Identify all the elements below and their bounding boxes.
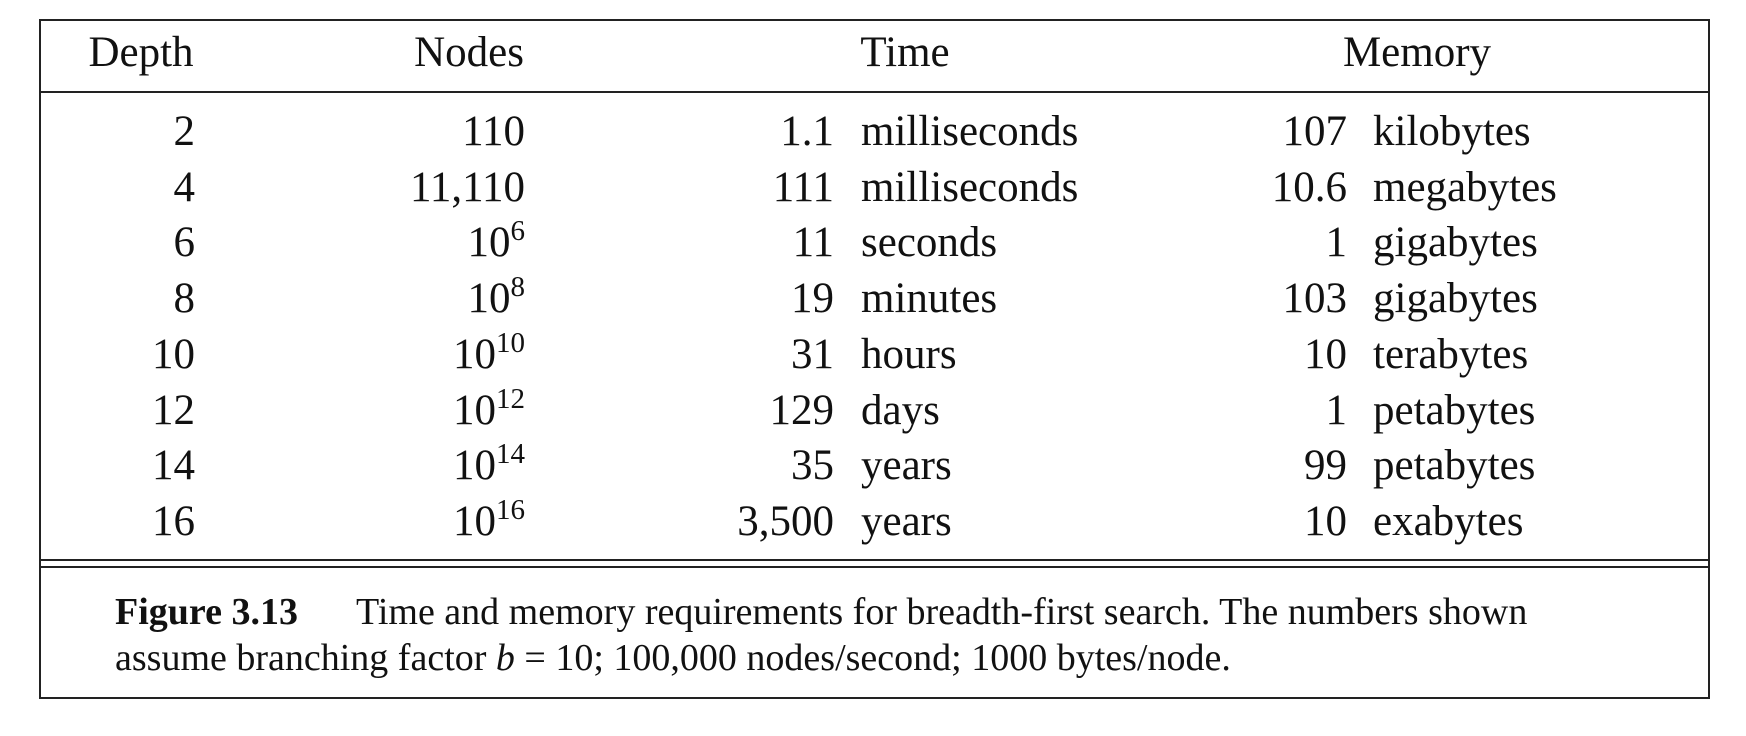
memory-unit-cell: exabytes [1373, 497, 1524, 545]
table-frame [39, 19, 1710, 699]
time-value-cell: 1.1 [780, 108, 834, 155]
time-value-cell: 31 [791, 330, 834, 378]
header-rule [39, 91, 1710, 93]
power-base: 10 [453, 330, 496, 378]
time-value-cell: 3,500 [737, 497, 834, 545]
memory-value-cell: 10 [1304, 497, 1347, 545]
time-unit-cell: years [861, 442, 952, 490]
caption-variable: b [495, 637, 515, 679]
time-value-cell: 111 [772, 163, 834, 211]
power-base: 10 [467, 275, 511, 323]
nodes-cell: 108 [467, 271, 526, 324]
memory-unit-cell: gigabytes [1373, 219, 1538, 267]
depth-cell: 8 [173, 275, 196, 323]
nodes-cell: 11,110 [409, 163, 525, 211]
depth-cell: 4 [173, 163, 196, 211]
power-base: 10 [453, 442, 496, 490]
depth-cell: 6 [173, 219, 196, 267]
time-unit-cell: minutes [861, 275, 998, 323]
time-value-cell: 11 [792, 219, 834, 267]
power-exponent: 12 [496, 382, 525, 415]
memory-unit-cell: petabytes [1373, 386, 1536, 434]
time-unit-cell: seconds [861, 219, 998, 267]
memory-value-cell: 1 [1325, 219, 1348, 267]
nodes-cell: 106 [467, 215, 526, 268]
memory-value-cell: 107 [1282, 108, 1348, 155]
power-exponent: 8 [510, 271, 526, 304]
column-header: Depth [88, 29, 194, 76]
memory-unit-cell: petabytes [1373, 442, 1536, 490]
power-base: 10 [467, 219, 511, 267]
double-rule-top [39, 559, 1710, 561]
time-value-cell: 129 [769, 386, 835, 434]
memory-unit-cell: terabytes [1373, 330, 1529, 378]
column-header: Nodes [414, 29, 524, 76]
nodes-cell: 1012 [453, 382, 525, 436]
power-exponent: 14 [496, 438, 525, 471]
memory-value-cell: 1 [1325, 386, 1348, 434]
caption-line-2: assume branching factor b = 10; 100,000 … [115, 635, 1231, 681]
time-unit-cell: milliseconds [861, 163, 1079, 211]
power-exponent: 6 [510, 215, 526, 248]
time-unit-cell: milliseconds [861, 108, 1079, 155]
nodes-cell: 1010 [453, 326, 525, 380]
nodes-cell: 1016 [453, 493, 525, 547]
memory-unit-cell: kilobytes [1373, 108, 1531, 155]
power-exponent: 16 [496, 493, 525, 526]
memory-value-cell: 103 [1282, 275, 1348, 323]
time-unit-cell: years [861, 497, 952, 545]
double-rule-bottom [39, 566, 1710, 568]
caption-text: Time and memory requirements for breadth… [355, 591, 1528, 633]
nodes-cell: 1014 [453, 438, 525, 491]
memory-value-cell: 99 [1304, 442, 1347, 490]
time-unit-cell: days [861, 386, 940, 434]
memory-unit-cell: megabytes [1373, 163, 1557, 211]
caption-text: assume branching factor [115, 637, 496, 679]
time-value-cell: 35 [791, 442, 834, 490]
memory-value-cell: 10 [1304, 330, 1347, 378]
time-value-cell: 19 [791, 275, 834, 323]
column-header: Time [860, 29, 950, 76]
caption-label: Figure 3.13 [115, 591, 298, 633]
power-exponent: 10 [496, 326, 525, 359]
nodes-cell: 110 [462, 108, 525, 155]
caption-text: = 10; 100,000 nodes/second; 1000 bytes/n… [514, 637, 1231, 679]
depth-cell: 12 [152, 386, 195, 434]
power-base: 10 [453, 497, 496, 545]
time-unit-cell: hours [861, 330, 957, 378]
power-base: 10 [453, 386, 496, 434]
depth-cell: 10 [152, 330, 195, 378]
depth-cell: 14 [152, 442, 195, 490]
depth-cell: 16 [152, 497, 195, 545]
caption-line-1: Figure 3.13 Time and memory requirements … [115, 589, 1527, 635]
column-header: Memory [1342, 29, 1492, 76]
depth-cell: 2 [173, 108, 196, 155]
memory-unit-cell: gigabytes [1373, 275, 1538, 323]
memory-value-cell: 10.6 [1271, 163, 1347, 211]
